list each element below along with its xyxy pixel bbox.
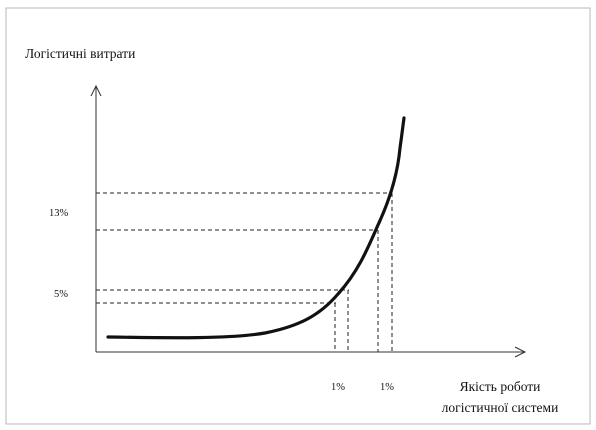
cost-curve [106, 116, 406, 340]
x-tick-label: 1% [331, 382, 345, 393]
y-axis-arrow [90, 84, 102, 97]
x-axis-label-line-2: логістичної системи [442, 400, 559, 415]
axes [90, 84, 527, 358]
x-axis-label-line-1: Якість роботи [460, 379, 541, 394]
x-axis-arrow [514, 346, 527, 358]
x-tick-label: 1% [380, 382, 394, 393]
guide-lines [96, 192, 393, 352]
y-tick-label: 5% [54, 289, 68, 300]
y-tick-label: 13% [49, 208, 69, 219]
y-axis-label: Логістичні витрати [25, 46, 135, 61]
chart-frame [5, 7, 591, 425]
